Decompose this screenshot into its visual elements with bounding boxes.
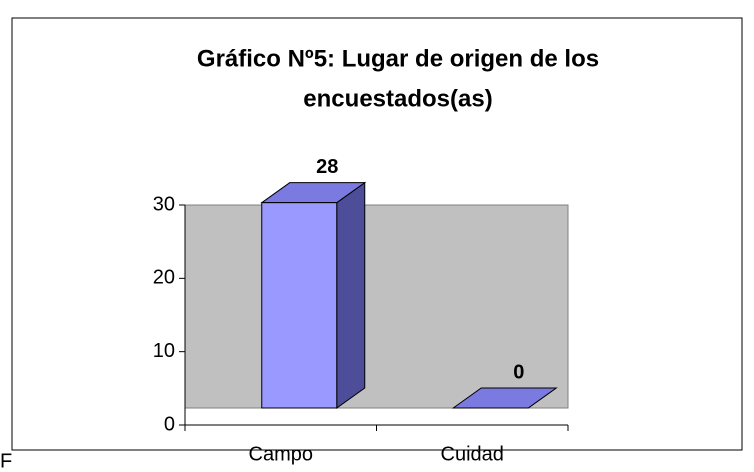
y-tick-label: 20: [153, 267, 175, 289]
y-tick-label: 30: [153, 193, 175, 215]
x-tick-label: Cuidad: [441, 443, 504, 465]
y-tick-label: 0: [164, 413, 175, 435]
back-wall: [184, 204, 569, 409]
value-label: 0: [513, 361, 524, 383]
bar-top: [451, 387, 558, 409]
bar-front: [261, 202, 338, 409]
y-tick-label: 10: [153, 340, 175, 362]
value-label: 28: [316, 156, 338, 178]
chart-title: Gráfico Nº5: Lugar de origen de los: [197, 45, 599, 72]
bar: [260, 181, 367, 409]
chart-title: encuestados(as): [303, 85, 492, 112]
x-tick-label: Campo: [249, 443, 313, 465]
bar-side: [336, 181, 366, 409]
bar: [451, 387, 558, 409]
caption: F: [0, 450, 12, 472]
